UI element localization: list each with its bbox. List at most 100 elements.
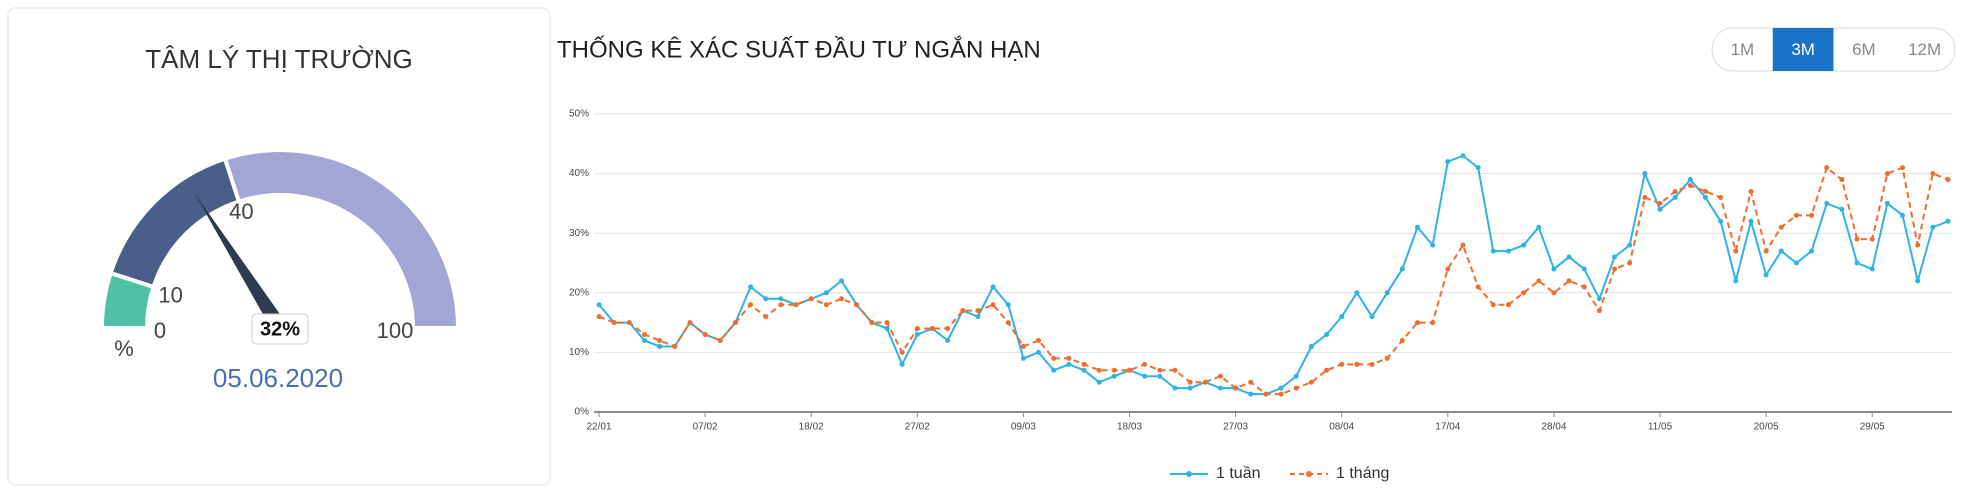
data-point [945, 337, 951, 343]
data-point [1324, 367, 1330, 373]
data-point [1111, 373, 1117, 379]
data-point [960, 308, 966, 314]
range-button[interactable]: 3M [1791, 40, 1815, 59]
data-point [1066, 355, 1072, 361]
line-chart: 0% 10% 20% 30% 40% 50% 22/01 07/02 18/02 27/02 09/… [569, 109, 1952, 482]
range-button[interactable]: 6M [1852, 40, 1876, 59]
data-point [778, 296, 784, 302]
data-point [1884, 200, 1890, 206]
data-point [687, 320, 693, 326]
data-point [1430, 320, 1436, 326]
gauge-tick-label: 0 [154, 318, 166, 343]
data-point [1460, 242, 1466, 248]
data-point [1521, 242, 1527, 248]
data-point [641, 337, 647, 343]
data-point [1217, 385, 1223, 391]
x-tick-label: 20/05 [1754, 422, 1779, 433]
x-tick-label: 27/02 [905, 422, 930, 433]
data-point [1187, 385, 1193, 391]
data-point [1020, 343, 1026, 349]
data-point [1217, 373, 1223, 379]
y-tick-label: 0% [575, 407, 590, 418]
data-point [1172, 385, 1178, 391]
data-point [1915, 278, 1921, 284]
data-point [1748, 218, 1754, 224]
data-point [1718, 218, 1724, 224]
data-point [1475, 284, 1481, 290]
data-point [1566, 278, 1572, 284]
y-tick-label: 30% [569, 228, 589, 239]
gauge-date: 05.06.2020 [213, 363, 343, 393]
data-point [1142, 361, 1148, 367]
data-point [1399, 337, 1405, 343]
data-point [1490, 302, 1496, 308]
data-point [657, 343, 663, 349]
data-point [1172, 367, 1178, 373]
data-point [1687, 177, 1693, 183]
gauge-value-box [251, 313, 309, 345]
data-point [1430, 242, 1436, 248]
data-point [1839, 206, 1845, 212]
data-point [1005, 320, 1011, 326]
data-point [1263, 391, 1269, 397]
data-point [1339, 361, 1345, 367]
data-point [990, 302, 996, 308]
data-point [1718, 194, 1724, 200]
x-tick-label: 29/05 [1860, 422, 1885, 433]
data-point [1551, 290, 1557, 296]
data-point [1612, 266, 1618, 272]
data-point [1414, 320, 1420, 326]
x-tick-label: 18/02 [799, 422, 824, 433]
data-point [1248, 379, 1254, 385]
data-point [1824, 200, 1830, 206]
x-tick-label: 11/05 [1648, 422, 1673, 433]
data-point [1490, 248, 1496, 254]
data-point [1066, 361, 1072, 367]
data-point [929, 326, 935, 332]
data-point [1627, 242, 1633, 248]
data-point [1854, 260, 1860, 266]
y-tick-label: 50% [569, 109, 589, 120]
data-point [1020, 355, 1026, 361]
y-tick-label: 40% [569, 168, 589, 179]
gauge-tick-label: 100 [377, 318, 414, 343]
gauge-unit: % [114, 336, 134, 361]
gauge: 0 10 40 100% 32% 05.06.2020 [99, 148, 461, 393]
data-point [899, 361, 905, 367]
data-point [1869, 266, 1875, 272]
y-tick-label: 20% [569, 287, 589, 298]
data-point [1551, 266, 1557, 272]
data-point [1005, 302, 1011, 308]
x-tick-label: 22/01 [586, 422, 611, 433]
data-point [717, 337, 723, 343]
data-point [1702, 194, 1708, 200]
data-point [1581, 266, 1587, 272]
data-point [748, 284, 754, 290]
data-point [1369, 361, 1375, 367]
data-point [1763, 272, 1769, 278]
data-point [1157, 373, 1163, 379]
series-line [598, 154, 1949, 396]
data-point [1308, 379, 1314, 385]
data-point [1202, 379, 1208, 385]
data-point [1596, 308, 1602, 314]
range-button[interactable]: 1M [1731, 40, 1755, 59]
data-point [1399, 266, 1405, 272]
sentiment-title: TÂM LÝ THỊ TRƯỜNG [145, 44, 412, 74]
gauge-needle [194, 192, 287, 333]
data-point [1672, 188, 1678, 194]
data-point [1308, 343, 1314, 349]
data-point [657, 337, 663, 343]
range-button-active[interactable] [1772, 28, 1834, 71]
data-point [975, 308, 981, 314]
range-button[interactable]: 12M [1908, 40, 1941, 59]
data-point [1142, 373, 1148, 379]
data-point [914, 332, 920, 338]
data-point [1581, 284, 1587, 290]
data-point [1036, 349, 1042, 355]
data-point [823, 290, 829, 296]
data-point [1096, 367, 1102, 373]
data-point [1778, 248, 1784, 254]
gauge-band [222, 148, 461, 330]
data-point [914, 326, 920, 332]
